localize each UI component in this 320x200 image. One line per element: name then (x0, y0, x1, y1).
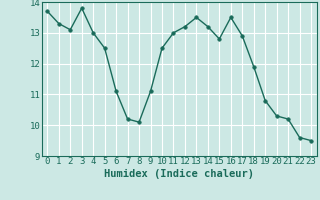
X-axis label: Humidex (Indice chaleur): Humidex (Indice chaleur) (104, 169, 254, 179)
